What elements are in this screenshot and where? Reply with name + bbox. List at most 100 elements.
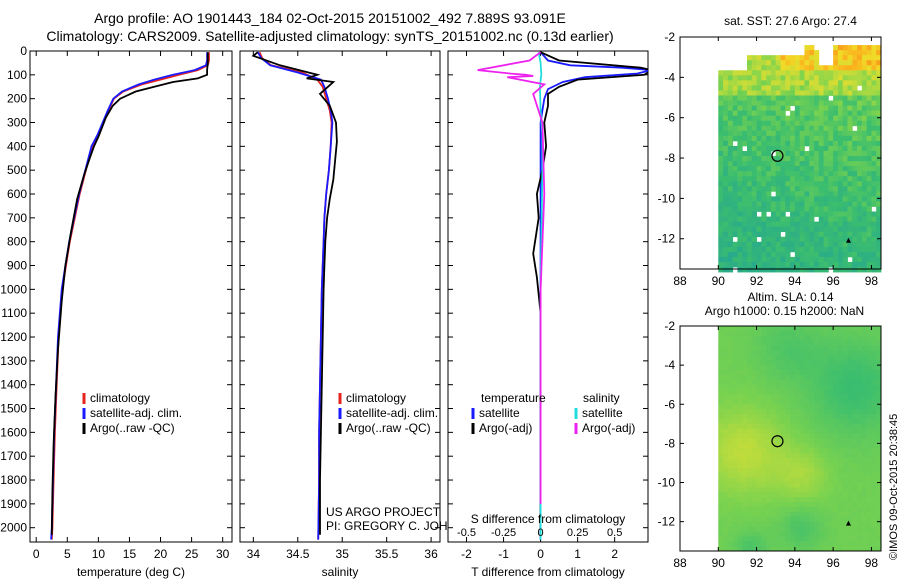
map-cell xyxy=(785,241,791,248)
map-cell xyxy=(742,502,748,508)
map-cell xyxy=(737,176,743,182)
y-tick-label: 600 xyxy=(7,187,27,201)
map-cell xyxy=(718,531,724,537)
map-cell xyxy=(837,477,844,483)
map-cell xyxy=(766,438,772,444)
map-cell xyxy=(751,125,757,132)
y-tick-label: -6 xyxy=(664,397,675,411)
map-cell xyxy=(732,497,738,503)
map-cell xyxy=(766,145,772,152)
map-cell xyxy=(814,511,820,518)
map-cell xyxy=(785,55,791,61)
map-cell xyxy=(742,70,748,76)
map-cell xyxy=(814,409,820,415)
map-cell xyxy=(737,458,743,464)
map-cell xyxy=(847,360,853,366)
x-tick-label: 88 xyxy=(673,556,687,570)
map-cell xyxy=(751,140,757,147)
map-cell xyxy=(847,105,853,112)
map-cell xyxy=(828,130,834,137)
map-cell xyxy=(751,365,757,371)
map-cell xyxy=(842,166,848,172)
map-cell xyxy=(761,110,767,117)
map-cell xyxy=(871,414,877,420)
map-cell xyxy=(732,370,738,376)
map-cell xyxy=(794,120,801,127)
map-cell xyxy=(718,467,724,474)
map-cell xyxy=(727,355,734,361)
map-cell xyxy=(794,140,801,147)
map-cell xyxy=(809,201,815,207)
map-cell xyxy=(756,428,762,435)
plot-frame xyxy=(447,50,649,543)
map-cell xyxy=(790,335,796,342)
map-cell xyxy=(876,384,882,390)
map-cell xyxy=(871,374,877,381)
map-cell xyxy=(852,448,858,454)
map-cell xyxy=(847,414,853,420)
map-cell xyxy=(770,246,777,253)
map-cell xyxy=(847,350,853,356)
map-cell xyxy=(742,414,748,420)
map-cell xyxy=(718,409,724,415)
map-cell xyxy=(737,384,743,390)
map-cell xyxy=(871,526,877,532)
map-cell xyxy=(871,453,877,459)
map-cell xyxy=(814,166,820,172)
map-cell xyxy=(814,206,820,212)
map-cell xyxy=(809,350,815,356)
map-cell xyxy=(737,251,743,258)
map-cell xyxy=(852,345,858,351)
map-cell xyxy=(814,330,820,337)
map-cell xyxy=(790,261,796,268)
map-cell xyxy=(794,458,801,464)
map-cell xyxy=(809,105,815,112)
map-cell xyxy=(828,181,834,187)
map-cell xyxy=(770,196,777,202)
map-cell xyxy=(723,120,729,127)
map-cell xyxy=(790,70,796,76)
map-cell xyxy=(718,70,724,76)
map-cell xyxy=(842,409,848,415)
map-cell xyxy=(857,60,863,66)
map-cell xyxy=(852,50,858,56)
map-cell xyxy=(775,467,781,474)
map-cell xyxy=(718,379,724,386)
map-cell xyxy=(823,191,829,197)
map-cell xyxy=(751,191,757,197)
map-cell xyxy=(866,120,872,127)
map-cell xyxy=(818,140,824,147)
map-cell xyxy=(852,462,858,469)
map-cell xyxy=(818,394,824,400)
map-cell xyxy=(861,546,868,552)
map-cell xyxy=(828,453,834,459)
map-cell xyxy=(770,467,777,474)
map-cell xyxy=(751,90,757,96)
map-cell xyxy=(809,399,815,405)
map-cell xyxy=(857,379,863,386)
map-cell xyxy=(732,120,738,127)
map-cell xyxy=(794,216,801,222)
map-cell xyxy=(790,176,796,182)
map-cell xyxy=(780,448,786,454)
map-cell xyxy=(861,374,868,381)
map-cell xyxy=(828,365,834,371)
map-cell xyxy=(809,65,815,71)
map-cell xyxy=(866,536,872,542)
map-cell xyxy=(871,511,877,518)
map-cell xyxy=(833,511,839,518)
map-cell xyxy=(837,541,844,547)
map-cell xyxy=(790,414,796,420)
map-cell xyxy=(804,365,810,371)
map-cell xyxy=(857,130,863,137)
map-cell xyxy=(842,60,848,66)
map-cell xyxy=(866,492,872,498)
map-cell xyxy=(766,236,772,243)
map-cell xyxy=(747,60,753,66)
map-cell xyxy=(737,241,743,248)
map-cell xyxy=(818,246,824,253)
map-cell xyxy=(742,409,748,415)
map-cell xyxy=(823,389,829,395)
map-cell xyxy=(799,181,805,187)
map-cell xyxy=(780,423,786,430)
